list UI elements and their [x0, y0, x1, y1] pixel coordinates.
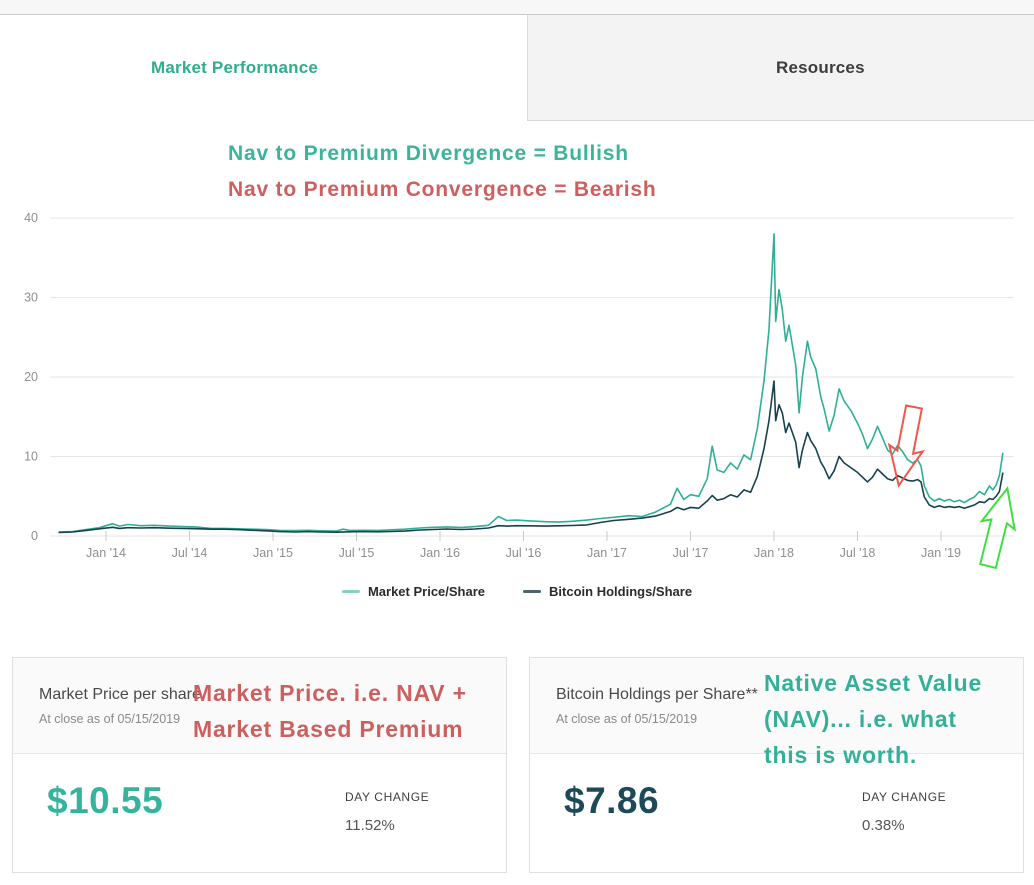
x-axis-label: Jan '15 — [253, 546, 293, 560]
chart-legend: Market Price/Share Bitcoin Holdings/Shar… — [0, 581, 1034, 601]
chart-note-bullish: Nav to Premium Divergence = Bullish — [228, 142, 629, 165]
bitcoin-holdings-card: Bitcoin Holdings per Share** At close as… — [529, 657, 1024, 873]
bitcoin-holdings-card-asof: At close as of 05/15/2019 — [556, 712, 698, 726]
chart-series-lines — [58, 233, 1004, 534]
x-axis-label: Jan '18 — [754, 546, 794, 560]
market-price-handwritten-note: Market Price. i.e. NAV + Market Based Pr… — [193, 680, 467, 742]
bitcoin-holdings-day-change-label: DAY CHANGE — [862, 790, 947, 804]
bitcoin-holdings-day-change-value: 0.38% — [862, 817, 905, 834]
y-axis-label-20: 20 — [24, 370, 38, 384]
y-axis-label-30: 30 — [24, 291, 38, 305]
bitcoin-holdings-card-header: Bitcoin Holdings per Share** At close as… — [530, 658, 1023, 754]
chart-note-bearish: Nav to Premium Convergence = Bearish — [228, 178, 657, 201]
tab-resources-label: Resources — [776, 57, 865, 77]
red-down-arrow — [887, 404, 925, 488]
legend-item-market-price[interactable]: Market Price/Share — [341, 583, 486, 599]
series-line-0 — [58, 233, 1004, 533]
x-axis-label: Jul '18 — [840, 546, 876, 560]
x-axis-label: Jan '14 — [86, 546, 126, 560]
legend-swatch-bitcoin-holdings — [523, 589, 542, 593]
bitcoin-holdings-value: $7.86 — [564, 780, 660, 821]
market-price-card-asof: At close as of 05/15/2019 — [39, 712, 181, 726]
x-axis-label: Jul '17 — [673, 546, 709, 560]
legend-swatch-market-price — [341, 589, 360, 593]
tab-bar: Market Performance Resources — [0, 15, 1034, 121]
price-chart: 0 10 20 30 40 Jan '14 Jul '14 Jan '15 Jul '15 Jan… — [24, 211, 1017, 570]
tab-market-performance[interactable]: Market Performance — [0, 15, 527, 120]
nav-handwritten-note: Native Asset Value (NAV)... i.e. what th… — [764, 670, 983, 768]
market-price-card: Market Price per share At close as of 05… — [12, 657, 507, 873]
green-up-arrow — [979, 486, 1017, 570]
series-line-1 — [58, 380, 1004, 534]
x-axis-label: Jan '19 — [921, 546, 961, 560]
x-axis-label: Jul '15 — [339, 546, 375, 560]
x-axis-label: Jul '16 — [506, 546, 542, 560]
y-axis-label-40: 40 — [24, 211, 38, 225]
market-price-card-title: Market Price per share — [39, 686, 201, 703]
legend-label-bitcoin-holdings: Bitcoin Holdings/Share — [549, 583, 693, 599]
market-price-card-header: Market Price per share At close as of 05… — [13, 658, 506, 754]
x-axis-label: Jan '16 — [420, 546, 460, 560]
tab-market-performance-label: Market Performance — [151, 57, 319, 77]
top-strip — [0, 0, 1034, 15]
market-price-value: $10.55 — [47, 780, 164, 821]
chart-gridlines — [50, 217, 1014, 537]
y-axis-label-0: 0 — [31, 529, 38, 543]
market-price-day-change-label: DAY CHANGE — [345, 790, 430, 804]
market-price-day-change-value: 11.52% — [345, 817, 395, 834]
bitcoin-holdings-card-title: Bitcoin Holdings per Share** — [556, 686, 758, 703]
x-axis-label: Jan '17 — [587, 546, 627, 560]
y-axis-label-10: 10 — [24, 450, 38, 464]
tab-resources[interactable]: Resources — [527, 15, 1034, 121]
legend-label-market-price: Market Price/Share — [367, 583, 486, 599]
chart-axis-labels: 0 10 20 30 40 Jan '14 Jul '14 Jan '15 Jul '15 Jan… — [24, 211, 961, 560]
x-axis-label: Jul '14 — [172, 546, 208, 560]
legend-item-bitcoin-holdings[interactable]: Bitcoin Holdings/Share — [523, 584, 692, 599]
